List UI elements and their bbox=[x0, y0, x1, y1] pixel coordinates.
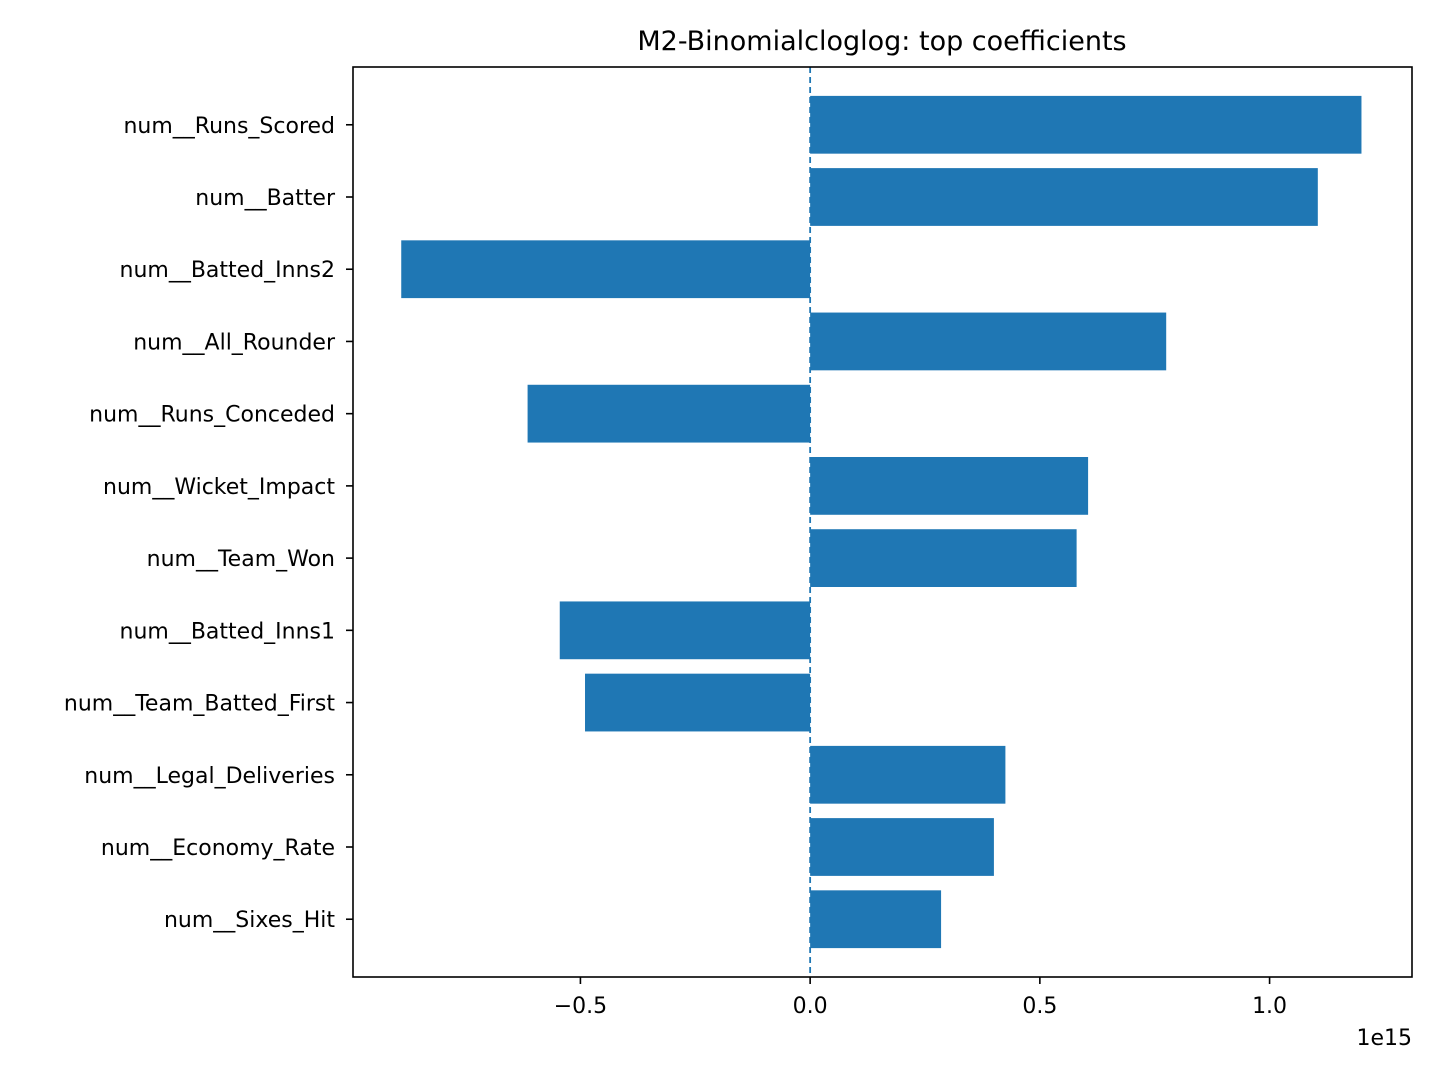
plot-frame bbox=[352, 66, 1413, 978]
bar bbox=[810, 312, 1167, 371]
bar bbox=[527, 384, 811, 443]
y-tick-label: num__Batted_Inns1 bbox=[120, 619, 335, 644]
x-tick-label: 0.5 bbox=[1022, 994, 1057, 1019]
x-tick-label: 0.0 bbox=[793, 994, 828, 1019]
bar bbox=[810, 529, 1077, 587]
bar bbox=[810, 745, 1006, 804]
y-tick-label: num__Legal_Deliveries bbox=[84, 764, 335, 789]
y-tick-label: num__Wicket_Impact bbox=[103, 475, 335, 500]
y-axis: num__Runs_Scored num__Batter num__Batted_I… bbox=[64, 114, 353, 933]
y-tick-label: num__Sixes_Hit bbox=[164, 908, 335, 933]
y-tick-label: num__All_Rounder bbox=[133, 330, 336, 355]
bars-layer bbox=[401, 95, 1362, 949]
y-tick-label: num__Team_Batted_First bbox=[64, 692, 335, 717]
bar bbox=[559, 601, 811, 660]
y-tick-label: num__Team_Won bbox=[147, 547, 335, 572]
x-axis-scale-label: 1e15 bbox=[1356, 1026, 1412, 1051]
chart-title: M2-Binomialcloglog: top coefficients bbox=[637, 26, 1126, 57]
x-axis: −0.5 0.0 0.5 1.0 bbox=[554, 977, 1287, 1019]
x-tick-label: −0.5 bbox=[554, 994, 607, 1019]
bar bbox=[810, 818, 994, 876]
y-tick-label: num__Batted_Inns2 bbox=[120, 258, 335, 283]
y-tick-label: num__Batter bbox=[195, 186, 336, 211]
bar bbox=[810, 457, 1089, 515]
bar bbox=[810, 890, 942, 949]
y-tick-label: num__Runs_Scored bbox=[123, 114, 335, 139]
y-tick-label: num__Economy_Rate bbox=[101, 836, 335, 861]
y-tick-label: num__Runs_Conceded bbox=[89, 403, 335, 428]
bar bbox=[810, 95, 1362, 154]
x-tick-label: 1.0 bbox=[1252, 994, 1287, 1019]
bar bbox=[401, 240, 811, 299]
bar bbox=[810, 168, 1318, 226]
bar bbox=[585, 673, 811, 732]
